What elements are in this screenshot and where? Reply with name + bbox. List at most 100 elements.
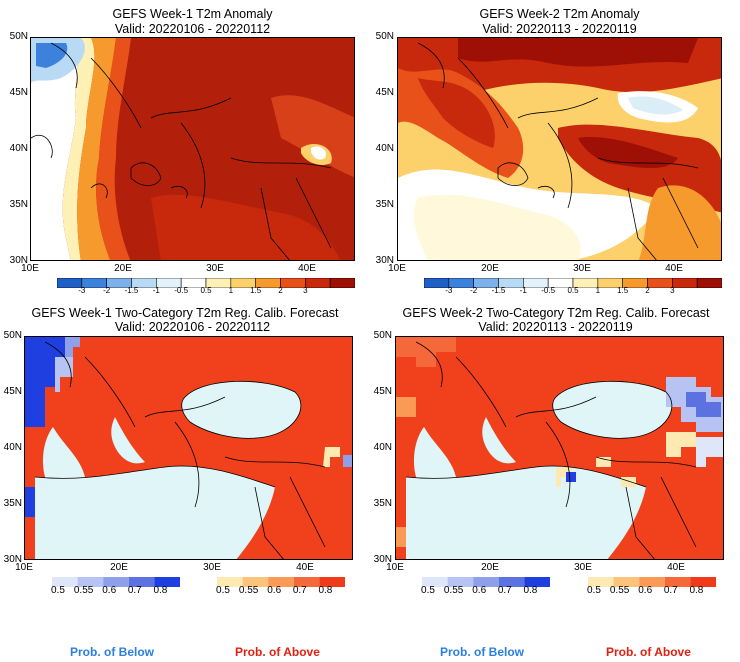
- colorbar-tick-label: 0.7: [663, 585, 678, 596]
- colorbar-tick-label: 2: [645, 286, 650, 295]
- colorbar-tick-label: 0.8: [153, 585, 168, 596]
- panel3-above-colorbar: [217, 574, 345, 587]
- colorbar-tick-label: 0.6: [102, 585, 117, 596]
- colorbar-swatch: [639, 577, 665, 587]
- panel4-valid: Valid: 20220113 - 20220119: [478, 320, 633, 334]
- colorbar-tick-label: 0.7: [127, 585, 142, 596]
- panel4-prob-below-label: Prob. of Below: [440, 645, 524, 659]
- colorbar-tick-label: -3: [445, 286, 453, 295]
- colorbar-swatch: [154, 577, 180, 587]
- colorbar-tick-label: 1: [228, 286, 234, 295]
- panel1-lat-35: 35N: [9, 199, 28, 210]
- panel4-above-colorbar-svg: [588, 577, 716, 587]
- panel2-lat-45: 45N: [375, 87, 394, 98]
- panel1-lon-30: 30E: [206, 263, 224, 274]
- colorbar-swatch: [588, 577, 614, 587]
- panel1-colorbar: [56, 275, 356, 289]
- panel4-above-colorbar: [588, 574, 716, 587]
- panel3-lat-30: 30N: [3, 554, 22, 565]
- colorbar-tick-label: 0.55: [609, 585, 630, 596]
- panel4-prob-above-label: Prob. of Above: [606, 645, 691, 659]
- panel4-lat-50: 50N: [373, 330, 392, 341]
- colorbar-swatch: [293, 577, 320, 587]
- colorbar-tick-label: 3: [303, 286, 308, 295]
- panel1-lat-50: 50N: [9, 31, 28, 42]
- panel3-valid: Valid: 20220106 - 20220112: [114, 320, 271, 334]
- colorbar-tick-label: 3: [670, 286, 675, 295]
- panel3-prob-above-label: Prob. of Above: [235, 645, 320, 659]
- colorbar-tick-label: 0.7: [497, 585, 512, 596]
- colorbar-tick-label: 0.55: [238, 585, 259, 596]
- colorbar-swatch: [447, 577, 474, 587]
- colorbar-tick-label: 2: [278, 286, 283, 295]
- panel2-valid: Valid: 20220113 - 20220119: [482, 22, 637, 36]
- panel2-title: GEFS Week-2 T2m Anomaly: [479, 7, 640, 21]
- colorbar-swatch: [242, 577, 269, 587]
- panel2-lat-30: 30N: [375, 255, 394, 266]
- panel1-title: GEFS Week-1 T2m Anomaly: [112, 7, 273, 21]
- panel3-lon-20: 20E: [110, 562, 128, 573]
- colorbar-tick-label: -2: [103, 286, 111, 295]
- colorbar-tick-label: 0.8: [523, 585, 538, 596]
- colorbar-tick-label: 0.5: [200, 286, 212, 295]
- colorbar-tick-label: -0.5: [541, 286, 556, 295]
- colorbar-tick-label: 0.8: [689, 585, 704, 596]
- panel4-lon-10: 10E: [386, 562, 404, 573]
- panel4-lat-40: 40N: [373, 442, 392, 453]
- colorbar-tick-label: 0.5: [587, 585, 601, 596]
- colorbar-swatch: [690, 577, 716, 587]
- panel2-lat-50: 50N: [375, 31, 394, 42]
- colorbar-tick-label: 1: [595, 286, 601, 295]
- colorbar-swatch: [268, 577, 294, 587]
- panel3-below-colorbar: [52, 574, 180, 587]
- colorbar-tick-label: 0.8: [318, 585, 333, 596]
- colorbar-swatch: [103, 577, 129, 587]
- panel3-below-labels: 0.5 0.55 0.6 0.7 0.8: [51, 585, 180, 598]
- panel2-map: [397, 37, 722, 261]
- panel1-lat-45: 45N: [9, 87, 28, 98]
- colorbar-swatch: [77, 577, 104, 587]
- panel3-lon-40: 40E: [296, 562, 314, 573]
- colorbar-tick-label: 0.5: [216, 585, 230, 596]
- panel2-lon-40: 40E: [665, 263, 683, 274]
- panel1-lon-10: 10E: [21, 263, 39, 274]
- colorbar-tick-label: 0.6: [638, 585, 653, 596]
- panel3-lat-40: 40N: [3, 442, 22, 453]
- panel3-above-labels: 0.5 0.55 0.6 0.7 0.8: [216, 585, 345, 598]
- colorbar-tick-label: -1.5: [124, 286, 139, 295]
- colorbar-tick-label: 0.6: [472, 585, 487, 596]
- panel4-above-labels: 0.5 0.55 0.6 0.7 0.8: [587, 585, 716, 598]
- panel4-lon-20: 20E: [481, 562, 499, 573]
- colorbar-swatch: [664, 577, 691, 587]
- panel1-colorbar-labels: -3 -2 -1.5 -1 -0.5 0.5 1 1.5 2 3: [57, 287, 355, 297]
- panel1-lon-20: 20E: [114, 263, 132, 274]
- panel3-prob-below-label: Prob. of Below: [70, 645, 154, 659]
- panel1-lon-40: 40E: [298, 263, 316, 274]
- panel4-lon-30: 30E: [574, 562, 592, 573]
- colorbar-tick-label: -1.5: [491, 286, 506, 295]
- colorbar-tick-label: 1.5: [250, 286, 262, 295]
- panel4-below-labels: 0.5 0.55 0.6 0.7 0.8: [421, 585, 550, 598]
- colorbar-tick-label: 0.6: [267, 585, 282, 596]
- colorbar-swatch: [524, 577, 550, 587]
- panel1-valid: Valid: 20220106 - 20220112: [114, 22, 271, 36]
- colorbar-swatch: [473, 577, 499, 587]
- panel4-lat-45: 45N: [373, 386, 392, 397]
- panel4-lon-40: 40E: [667, 562, 685, 573]
- panel1-colorbar-svg: [56, 277, 356, 289]
- panel2-lon-20: 20E: [481, 263, 499, 274]
- panel2-colorbar-labels: -3 -2 -1.5 -1 -0.5 0.5 1 1.5 2 3: [424, 287, 722, 297]
- panel3-map: [24, 336, 353, 560]
- panel2-lat-40: 40N: [375, 143, 394, 154]
- panel3-lon-10: 10E: [15, 562, 33, 573]
- colorbar-tick-label: 0.55: [73, 585, 94, 596]
- colorbar-swatch: [498, 577, 525, 587]
- panel3-below-colorbar-svg: [52, 577, 180, 587]
- colorbar-swatch: [217, 577, 243, 587]
- colorbar-tick-label: 0.55: [443, 585, 464, 596]
- panel3-lat-50: 50N: [3, 330, 22, 341]
- panel3-above-colorbar-svg: [217, 577, 345, 587]
- panel2-colorbar: [423, 275, 723, 289]
- panel1-map: [30, 37, 355, 261]
- colorbar-tick-label: -0.5: [174, 286, 189, 295]
